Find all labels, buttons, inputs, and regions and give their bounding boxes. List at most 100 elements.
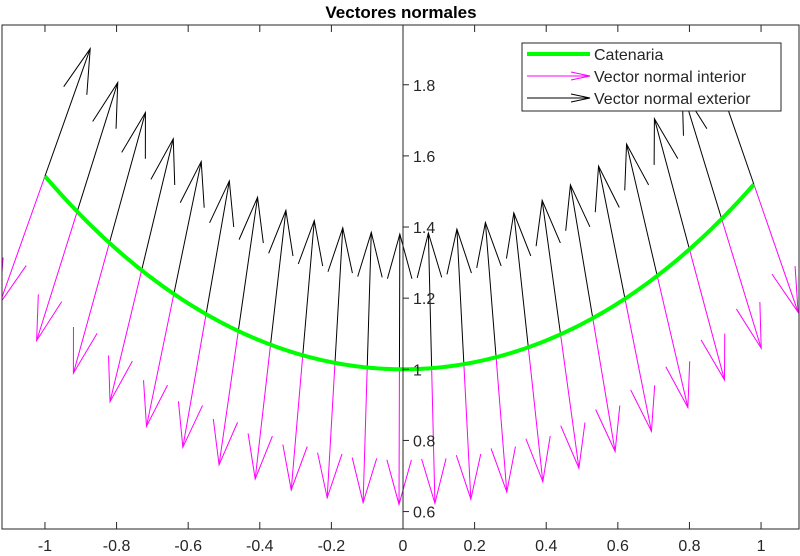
interior-normal-arrow-head [386, 459, 412, 507]
interior-normal-arrow-head [177, 401, 204, 450]
exterior-normal-arrow [565, 182, 594, 319]
interior-normal-arrow-head [665, 361, 691, 410]
x-tick-label: 0.4 [535, 538, 557, 555]
exterior-normal-arrow-shaft [513, 212, 529, 348]
exterior-normal-arrow [44, 46, 91, 177]
exterior-normal-arrow-shaft [653, 118, 690, 250]
x-tick-label: 0 [399, 538, 408, 555]
interior-normal-arrow-shaft [624, 298, 652, 432]
axes-box [1, 24, 800, 530]
x-tick-label: -0.2 [318, 538, 346, 555]
exterior-normal-arrow-head [297, 218, 324, 267]
exterior-normal-arrow-head [150, 136, 176, 186]
interior-normal-arrow [143, 293, 175, 429]
exterior-normal-arrow-head [535, 198, 561, 247]
exterior-normal-arrow-shaft [541, 200, 562, 335]
interior-normal-arrow-head [36, 294, 63, 343]
interior-normal-arrow [624, 298, 656, 434]
exterior-normal-arrow-head [92, 80, 119, 129]
interior-normal-arrow-head [351, 457, 378, 505]
y-tick-label: 1.8 [413, 78, 435, 95]
interior-normal-arrow-head [455, 453, 482, 502]
exterior-normal-arrow-shaft [427, 233, 433, 369]
interior-normal-arrow-head [490, 446, 516, 494]
interior-normal-arrow [386, 369, 412, 507]
exterior-normal-arrow [173, 159, 205, 295]
interior-normal-arrow-shaft [72, 242, 110, 374]
exterior-normal-arrow-shaft [108, 112, 146, 243]
x-tick-label: -0.8 [103, 538, 131, 555]
interior-normal-arrow-shaft [721, 218, 762, 349]
interior-normal-arrow-shaft [362, 367, 368, 503]
interior-normal-arrow-shaft [326, 362, 336, 498]
exterior-normal-arrow [446, 227, 472, 365]
exterior-normal-arrow [594, 164, 626, 299]
exterior-normal-arrow-head [209, 179, 235, 228]
x-tick-label: -0.4 [246, 538, 274, 555]
interior-normal-arrow-shaft [145, 293, 175, 427]
x-tick-label: 0.6 [607, 538, 629, 555]
exterior-normal-arrow-head [327, 226, 353, 274]
exterior-normal-arrow [297, 218, 324, 356]
legend-swatch-exterior [527, 93, 591, 103]
interior-normal-arrow-shaft [290, 355, 304, 490]
interior-normal-arrow-head [108, 355, 133, 404]
exterior-normal-arrow-head [505, 211, 532, 259]
exterior-normal-arrow-shaft [626, 144, 658, 276]
y-tick-label: 0.6 [413, 505, 435, 522]
chart-title: Vectores normales [325, 3, 476, 22]
exterior-normal-arrow-head [268, 208, 294, 257]
interior-normal-arrow-shaft [431, 368, 436, 504]
interior-normal-arrow-head [700, 333, 726, 382]
exterior-normal-arrow-head [594, 164, 620, 213]
axes: -1 -0.8 -0.6 -0.4 -0.2 0 0.2 0.4 0.6 0.8 1 0.6 0.8 1 1… [38, 25, 766, 555]
exterior-normal-arrow-head [565, 182, 591, 231]
exterior-normal-arrow-head [238, 195, 264, 244]
exterior-normal-arrow-shaft [205, 180, 230, 315]
exterior-normal-arrow [386, 232, 413, 370]
exterior-normal-arrow-shaft [484, 222, 497, 358]
x-tick-label: -1 [38, 538, 52, 555]
exterior-normal-arrow-shaft [173, 161, 202, 295]
plot-marks [2, 46, 799, 507]
interior-normal-arrow-head [560, 422, 586, 471]
interior-normal-arrow-shaft [560, 334, 580, 469]
interior-normal-arrow [455, 364, 482, 502]
interior-normal-arrow-shaft [109, 270, 143, 402]
legend[interactable]: Catenaria Vector normal interior Vector … [521, 42, 782, 112]
interior-normal-arrow [592, 318, 621, 454]
interior-normal-arrow-head [72, 326, 98, 376]
interior-normal-arrow [36, 211, 78, 343]
exterior-normal-arrow-shaft [44, 48, 91, 177]
exterior-normal-arrow-shaft [456, 229, 465, 365]
interior-normal-arrow [753, 184, 799, 315]
interior-normal-arrow [656, 275, 691, 410]
exterior-normal-arrow-shaft [76, 82, 119, 212]
exterior-normal-arrow-head [179, 159, 205, 208]
interior-normal-arrow [212, 330, 239, 467]
interior-normal-arrow [317, 362, 343, 500]
interior-normal-arrow-head [247, 433, 273, 481]
interior-normal-arrow [282, 355, 308, 492]
exterior-normal-arrow [624, 142, 658, 276]
interior-normal-arrow [72, 242, 110, 376]
exterior-normal-arrow-shaft [270, 210, 287, 345]
exterior-normal-arrow-shaft [569, 184, 594, 319]
interior-normal-arrow-shaft [254, 344, 272, 480]
interior-normal-arrow-head [2, 257, 27, 302]
exterior-normal-arrow [327, 226, 353, 363]
y-tick-label: 1 [413, 362, 422, 379]
exterior-normal-arrow-shaft [366, 232, 372, 368]
exterior-normal-arrow [416, 231, 443, 369]
interior-normal-arrow-shaft [2, 175, 46, 299]
exterior-normal-arrow-head [357, 230, 383, 278]
interior-normal-arrow-shaft [182, 314, 207, 448]
exterior-normal-arrow [108, 110, 146, 243]
interior-normal-arrow [2, 175, 46, 302]
exterior-normal-arrow-head [416, 231, 443, 279]
legend-label-exterior: Vector normal exterior [594, 91, 751, 108]
exterior-normal-arrow-shaft [141, 138, 174, 271]
exterior-normal-arrow-head [446, 227, 472, 275]
interior-normal-arrow-shaft [36, 211, 78, 341]
exterior-normal-arrow [76, 80, 119, 212]
